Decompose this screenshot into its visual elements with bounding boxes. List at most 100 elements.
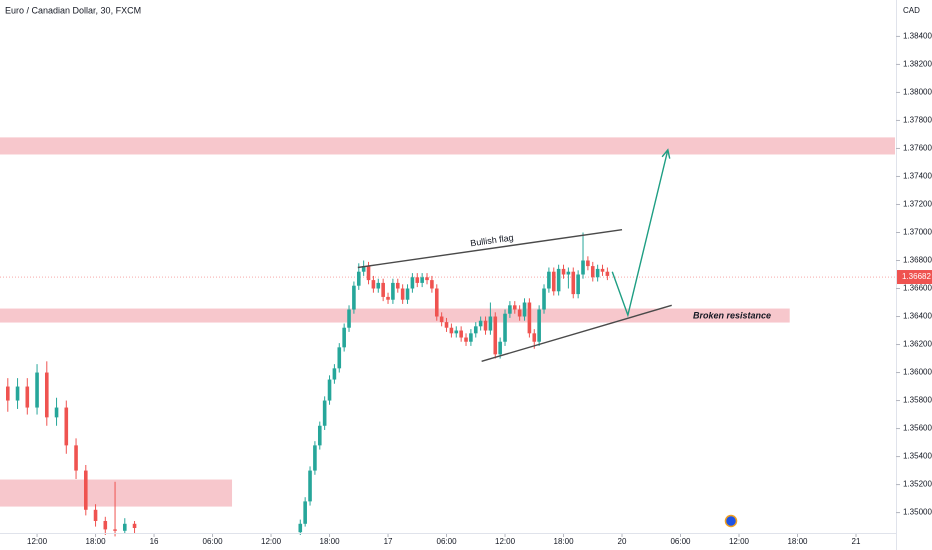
candle-body [532,333,537,342]
candle-body [356,271,361,286]
y-tick-label: 1.38000 [903,88,932,97]
y-tick-label: 1.37200 [903,200,932,209]
candle-body [449,327,454,334]
x-tick-label: 18:00 [554,537,575,546]
candle-body [303,501,307,524]
zone [0,479,233,507]
candle-body [366,266,371,281]
y-tick-label: 1.36600 [903,284,932,293]
last-price-label: 1.36682 [902,272,931,281]
candle-body [464,337,468,342]
candle-body [113,529,117,531]
y-tick-label: 1.35400 [903,452,932,461]
candle-body [337,347,342,369]
candle-body [444,322,449,328]
candle-body [522,302,527,317]
zone [0,308,790,323]
candle-body [405,288,410,300]
candle-body [561,268,566,275]
last-price-box [897,270,932,285]
candle-body [83,470,88,510]
y-tick-label: 1.36400 [903,312,932,321]
candle-body [371,280,376,289]
y-tick-label: 1.36800 [903,256,932,265]
candle-body [54,407,59,418]
x-tick-label: 18:00 [787,537,808,546]
y-tick-label: 1.38200 [903,60,932,69]
candle-body [5,386,10,401]
candle-body [498,341,502,355]
candle-body [410,277,415,289]
y-tick-label: 1.37600 [903,144,932,153]
candle-body [376,282,381,289]
candle-body [430,280,434,289]
candle-body [586,260,590,267]
y-tick-label: 1.35800 [903,396,932,405]
candle-body [308,470,312,502]
candle-body [64,407,69,446]
candle-body [425,277,429,281]
projection-path [611,149,669,318]
candle-body [391,282,395,300]
x-tick-label: 20 [618,537,627,546]
candle-body [439,316,444,323]
candle-body [386,296,390,300]
candle-body [517,309,522,317]
candle-body [556,268,561,292]
y-tick-label: 1.36200 [903,340,932,349]
candle-body [361,266,366,272]
candle-body [512,305,517,310]
y-tick-label: 1.37800 [903,116,932,125]
candle-body [542,288,546,310]
x-tick-label: 06:00 [203,537,224,546]
candle-body [590,266,595,278]
candle-body [581,260,585,275]
candle-body [434,288,439,317]
candle-body [473,326,478,334]
y-tick-label: 1.37000 [903,228,932,237]
candle-body [420,277,424,283]
candle-body [103,520,108,530]
candle-body [551,271,556,292]
candle-body [605,271,610,276]
x-tick-label: 12:00 [261,537,282,546]
candle-body [493,316,498,355]
candle-body [327,379,332,401]
candle-body [381,282,385,297]
candle-body [122,523,127,531]
x-tick-label: 18:00 [86,537,107,546]
candle-body [322,400,327,426]
candle-body [508,305,512,314]
y-tick-label: 1.36000 [903,368,932,377]
projection-arrowhead [661,148,671,159]
candle-body [566,271,571,275]
x-tick-label: 21 [852,537,861,546]
candle-body [44,372,49,418]
candle-body [313,445,317,471]
candle-body [132,523,137,528]
candle-body [298,523,303,533]
candle-body [488,316,493,331]
candle-body [395,282,400,289]
candle-body [93,509,98,521]
candle-body [342,327,346,348]
candle-body [415,277,420,283]
candle-body [600,268,605,272]
candle-body [469,333,473,342]
annotation: Broken resistance [693,310,771,320]
zone [0,137,895,155]
candle-body [595,268,600,278]
candle-body [74,445,78,471]
candle-body [454,330,459,334]
candle-body [459,330,463,338]
candle-body [25,386,30,408]
event-icon[interactable] [724,514,738,528]
candle-body [400,288,405,300]
y-tick-label: 1.38400 [903,32,932,41]
candle-body [537,309,541,342]
candle-body [527,302,532,334]
x-tick-label: 06:00 [670,537,691,546]
x-tick-label: 16 [150,537,159,546]
